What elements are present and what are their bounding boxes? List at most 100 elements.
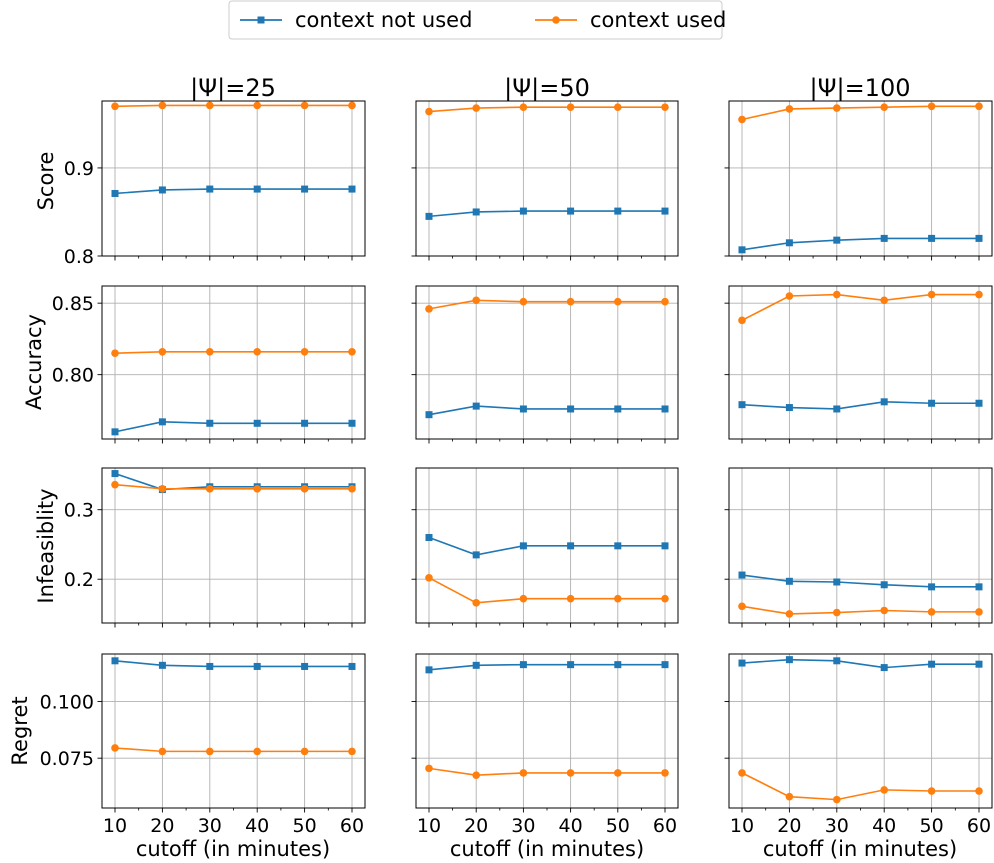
data-point-context-not-used (111, 189, 119, 197)
data-point-context-not-used (833, 657, 841, 665)
data-point-context-not-used (661, 207, 669, 215)
data-point-context-used (975, 102, 983, 111)
data-point-context-used (253, 347, 261, 356)
legend-label-context-not-used: context not used (295, 8, 472, 32)
data-point-context-used (975, 608, 983, 616)
tick-label-x: 50 (293, 815, 317, 837)
data-point-context-not-used (253, 419, 261, 427)
data-point-context-used (833, 104, 841, 112)
data-point-context-not-used (519, 207, 527, 215)
panel-row4-col3: 10 20 30 40 50 60 (724, 653, 993, 837)
data-point-context-used (253, 747, 261, 756)
legend-label-context-used: context used (590, 8, 726, 32)
data-point-context-not-used (738, 401, 746, 409)
tick-label-y: 0.075 (40, 748, 94, 770)
data-point-context-used (519, 769, 528, 777)
data-point-context-used (425, 764, 433, 773)
data-point-context-used (880, 786, 888, 794)
panel-row4-col2: 10 20 30 40 50 60 (411, 653, 679, 837)
data-point-context-used (927, 608, 936, 616)
data-point-context-not-used (614, 207, 622, 215)
column-title-psi-100: |Ψ|=100 (810, 74, 911, 102)
data-point-context-used (206, 485, 214, 493)
series-line-context-not-used (428, 663, 665, 671)
tick-label-y: 0.9 (64, 158, 94, 180)
series-line-context-used (114, 350, 352, 355)
data-point-context-used (880, 103, 888, 111)
data-point-context-not-used (472, 661, 480, 669)
panel-frame (728, 285, 993, 440)
data-point-context-not-used (928, 234, 936, 242)
data-point-context-not-used (880, 581, 888, 589)
series-line-context-used (741, 772, 979, 801)
data-point-context-not-used (253, 662, 261, 670)
data-point-context-not-used (301, 185, 309, 193)
data-point-context-used (785, 292, 794, 300)
ylabel-accuracy: Accuracy (22, 314, 46, 410)
data-point-context-used (253, 101, 261, 110)
tick-label-x: 30 (511, 815, 535, 837)
panel-frame (415, 285, 679, 440)
panel-row4-col1: 0.075 0.100 10 20 30 40 50 60 (40, 653, 366, 837)
data-point-context-used (785, 792, 794, 801)
data-point-context-used (425, 574, 433, 582)
data-point-context-not-used (880, 664, 888, 672)
tick-label-y: 0.80 (52, 365, 94, 387)
data-point-context-not-used (567, 207, 575, 215)
data-point-context-used (111, 744, 119, 752)
data-point-context-used (519, 103, 528, 111)
panel-row1-col1: 0.8 0.9 (64, 100, 366, 268)
legend-frame (228, 0, 723, 40)
series-line-context-used (741, 605, 979, 615)
data-point-context-not-used (928, 399, 936, 407)
data-point-context-used (880, 606, 888, 615)
data-point-context-not-used (833, 405, 841, 413)
data-point-context-used (927, 787, 936, 795)
data-point-context-used (833, 795, 841, 804)
tick-label-x: 50 (606, 815, 630, 837)
ylabel-infeasiblity: Infeasiblity (34, 488, 58, 603)
data-point-context-not-used (348, 662, 356, 670)
data-point-context-used (253, 485, 261, 493)
data-point-context-not-used (614, 405, 622, 413)
data-point-context-used (566, 297, 575, 306)
series-line-context-not-used (428, 405, 665, 416)
data-point-context-used (111, 349, 119, 358)
data-point-context-used (566, 594, 575, 603)
data-point-context-not-used (975, 583, 983, 591)
tick-label-x: 40 (245, 815, 269, 837)
data-point-context-not-used (975, 399, 983, 407)
tick-label-x: 10 (103, 815, 127, 837)
panel-row3-col1: 0.2 0.3 (64, 467, 366, 628)
data-point-context-not-used (785, 656, 793, 664)
data-point-context-not-used (206, 419, 214, 427)
data-point-context-used (300, 101, 309, 110)
series-line-context-used (428, 767, 665, 776)
legend-marker-circle (552, 16, 560, 24)
data-point-context-not-used (785, 404, 793, 412)
series-line-context-not-used (114, 659, 352, 668)
data-point-context-used (348, 485, 356, 493)
data-point-context-not-used (614, 661, 622, 669)
tick-label-x: 40 (872, 815, 896, 837)
data-point-context-not-used (111, 470, 119, 478)
data-point-context-used (472, 104, 481, 112)
tick-label-x: 30 (198, 815, 222, 837)
data-point-context-not-used (111, 657, 119, 665)
panel-row3-col3 (724, 467, 993, 628)
series-line-context-used (428, 299, 665, 310)
data-point-context-not-used (975, 660, 983, 668)
data-point-context-used (614, 297, 622, 306)
data-point-context-not-used (880, 398, 888, 406)
legend-marker-square (257, 16, 265, 24)
data-point-context-not-used (614, 542, 622, 550)
data-point-context-not-used (519, 661, 527, 669)
data-point-context-not-used (158, 661, 166, 669)
data-point-context-used (566, 769, 575, 777)
panel-frame (101, 100, 366, 257)
tick-label-x: 60 (653, 815, 677, 837)
xlabel-column-1: cutoff (in minutes) (136, 837, 330, 861)
data-point-context-not-used (661, 661, 669, 669)
tick-label-x: 10 (417, 815, 441, 837)
